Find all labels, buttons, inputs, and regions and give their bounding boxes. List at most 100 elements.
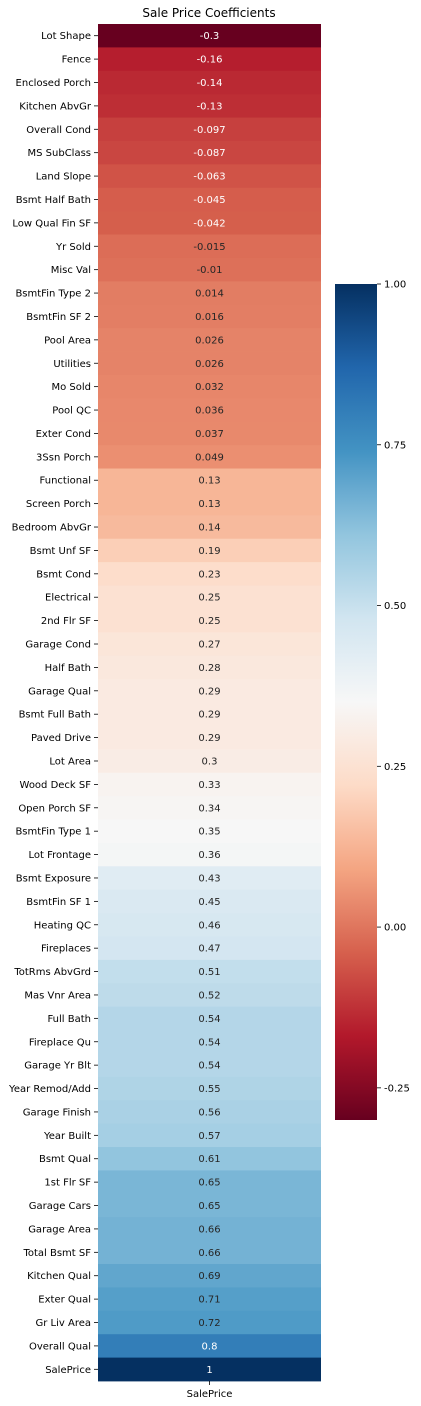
cell-value-label: -0.042 bbox=[193, 218, 225, 229]
cell-value-label: 0.71 bbox=[198, 1295, 220, 1306]
row-label: 1st Flr SF bbox=[44, 1178, 91, 1189]
row-label: 2nd Flr SF bbox=[41, 616, 91, 627]
row-label: Pool QC bbox=[52, 406, 91, 417]
heatmap-cell bbox=[98, 1170, 321, 1195]
heatmap-cell bbox=[98, 1334, 321, 1359]
cell-value-label: 0.56 bbox=[198, 1107, 220, 1118]
cell-value-label: 0.14 bbox=[198, 523, 220, 534]
cell-value-label: 0.13 bbox=[198, 476, 220, 487]
row-label: Screen Porch bbox=[26, 499, 91, 510]
row-label: Paved Drive bbox=[31, 733, 91, 744]
row-label: Garage Qual bbox=[28, 686, 91, 697]
row-label: Lot Frontage bbox=[28, 850, 91, 861]
cell-value-label: 0.29 bbox=[198, 686, 220, 697]
row-label: Functional bbox=[40, 476, 91, 487]
heatmap-cell bbox=[98, 1217, 321, 1242]
row-label: Land Slope bbox=[36, 172, 91, 183]
heatmap-cell bbox=[98, 819, 321, 844]
heatmap-cell bbox=[98, 1193, 321, 1218]
heatmap-cell bbox=[98, 959, 321, 984]
heatmap-cell bbox=[98, 328, 321, 352]
row-label: Open Porch SF bbox=[18, 803, 91, 814]
heatmap-cell bbox=[98, 772, 321, 797]
heatmap-cell bbox=[98, 1310, 321, 1335]
cell-value-label: -0.087 bbox=[193, 148, 225, 159]
cell-value-label: 0.34 bbox=[198, 803, 220, 814]
heatmap-cell bbox=[98, 1053, 321, 1078]
cell-value-label: 0.026 bbox=[195, 359, 224, 370]
row-label: Bsmt Cond bbox=[36, 569, 91, 580]
cell-value-label: 0.54 bbox=[198, 1061, 220, 1072]
row-label: Low Qual Fin SF bbox=[12, 218, 91, 229]
heatmap-cell bbox=[98, 702, 321, 727]
heatmap-cell bbox=[98, 304, 321, 329]
colorbar-tick-label: 0.75 bbox=[384, 440, 406, 451]
cell-value-label: -0.063 bbox=[193, 172, 225, 183]
cell-value-label: -0.01 bbox=[197, 265, 223, 276]
heatmap-cell bbox=[98, 936, 321, 961]
row-label: Bsmt Full Bath bbox=[19, 710, 91, 721]
row-label: Bsmt Qual bbox=[39, 1154, 91, 1165]
cell-value-label: 0.54 bbox=[198, 1014, 220, 1025]
cell-value-label: 0.61 bbox=[198, 1154, 220, 1165]
heatmap-cell bbox=[98, 374, 321, 399]
heatmap-cell bbox=[98, 1357, 321, 1382]
heatmap-cell bbox=[98, 281, 321, 306]
heatmap-cells: -0.3 -0.16 -0.14 -0.13 -0.097 -0.087 -0.063 -0.… bbox=[98, 24, 321, 1382]
cell-value-label: 0.69 bbox=[198, 1271, 220, 1282]
cell-value-label: 0.016 bbox=[195, 312, 224, 323]
colorbar-tick-label: 1.00 bbox=[384, 280, 406, 291]
cell-value-label: 0.43 bbox=[198, 873, 220, 884]
row-label: Year Remod/Add bbox=[8, 1084, 91, 1095]
row-label: Gr Liv Area bbox=[36, 1318, 92, 1329]
heatmap-cell bbox=[98, 421, 321, 446]
heatmap-cell bbox=[98, 515, 321, 540]
row-label: Lot Area bbox=[49, 756, 91, 767]
row-label: Utilities bbox=[53, 359, 91, 370]
row-label: Heating QC bbox=[34, 920, 91, 931]
heatmap-cell bbox=[98, 1264, 321, 1288]
heatmap-cell bbox=[98, 538, 321, 563]
cell-value-label: -0.3 bbox=[200, 31, 220, 42]
heatmap-cell bbox=[98, 491, 321, 516]
colorbar bbox=[335, 284, 377, 1120]
heatmap-cell bbox=[98, 679, 321, 703]
row-label: Wood Deck SF bbox=[20, 780, 92, 791]
heatmap-cell bbox=[98, 187, 321, 212]
cell-value-label: 0.23 bbox=[198, 569, 220, 580]
cell-value-label: 0.13 bbox=[198, 499, 220, 510]
heatmap-cell bbox=[98, 234, 321, 259]
row-label: Year Built bbox=[43, 1131, 91, 1142]
cell-value-label: -0.045 bbox=[193, 195, 225, 206]
heatmap-cell bbox=[98, 211, 321, 235]
row-label: Bedroom AbvGr bbox=[12, 523, 92, 534]
row-label: Garage Yr Blt bbox=[24, 1061, 91, 1072]
heatmap-cell bbox=[98, 140, 321, 165]
heatmap-cell bbox=[98, 468, 321, 493]
row-label: Garage Cond bbox=[25, 640, 91, 651]
heatmap-cell bbox=[98, 94, 321, 118]
chart-title: Sale Price Coefficients bbox=[142, 6, 275, 20]
heatmap-cell bbox=[98, 889, 321, 914]
heatmap-cell bbox=[98, 608, 321, 633]
cell-value-label: 0.46 bbox=[198, 920, 220, 931]
row-label: Enclosed Porch bbox=[16, 78, 91, 89]
heatmap-cell bbox=[98, 445, 321, 469]
colorbar-tick-label: 0.00 bbox=[384, 923, 406, 934]
cell-value-label: 0.51 bbox=[198, 967, 220, 978]
row-label: Garage Area bbox=[28, 1224, 91, 1235]
heatmap-cell bbox=[98, 1006, 321, 1031]
cell-value-label: -0.14 bbox=[197, 78, 223, 89]
heatmap-cell bbox=[98, 913, 321, 937]
row-label: Pool Area bbox=[44, 335, 91, 346]
heatmap-cell bbox=[98, 796, 321, 820]
row-label: Garage Cars bbox=[29, 1201, 91, 1212]
row-label: Overall Cond bbox=[26, 125, 91, 136]
colorbar-tick-label: 0.50 bbox=[384, 601, 406, 612]
colorbar-gradient bbox=[335, 284, 377, 1120]
cell-value-label: 0.27 bbox=[198, 640, 220, 651]
heatmap-cell bbox=[98, 1240, 321, 1265]
cell-value-label: 0.014 bbox=[195, 289, 224, 300]
cell-value-label: 0.65 bbox=[198, 1201, 220, 1212]
